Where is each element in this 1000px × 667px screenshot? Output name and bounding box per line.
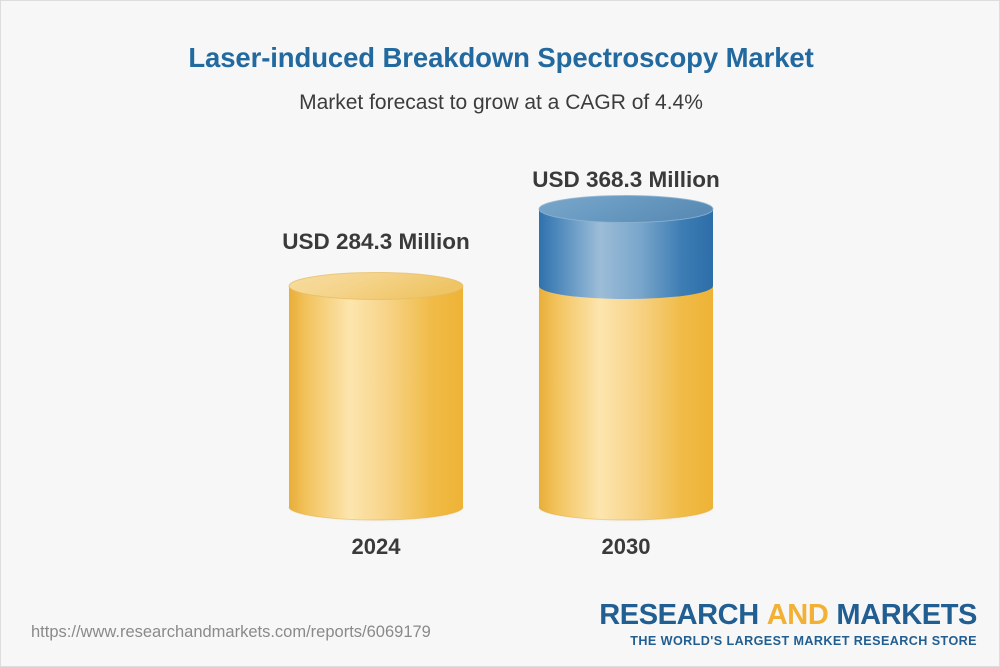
bar-segment-growth-2030	[539, 209, 713, 299]
logo-wordmark: RESEARCH AND MARKETS	[599, 601, 977, 630]
logo-word-and: AND	[766, 599, 829, 631]
research-and-markets-logo[interactable]: RESEARCH AND MARKETS THE WORLD'S LARGEST M…	[599, 601, 977, 649]
value-label-2024: USD 284.3 Million	[282, 229, 470, 254]
bar-segment-base-2030	[539, 286, 713, 520]
bar-top-rim-2024	[288, 272, 464, 300]
bar-top-ellipse-2024	[289, 272, 463, 300]
bar-body-2024	[289, 286, 463, 520]
bar-top-rim-2030	[538, 195, 714, 223]
value-label-2030: USD 368.3 Million	[532, 167, 720, 192]
bar-2024[interactable]	[285, 269, 471, 525]
logo-tagline: THE WORLD'S LARGEST MARKET RESEARCH STOR…	[630, 634, 977, 648]
chart-subtitle: Market forecast to grow at a CAGR of 4.4…	[299, 91, 703, 114]
category-label-2030: 2030	[601, 534, 651, 559]
bar-2030[interactable]	[535, 195, 721, 525]
bar-bottom-rim-2024	[288, 506, 464, 521]
chart-title: Laser-induced Breakdown Spectroscopy Mar…	[188, 42, 814, 73]
logo-word-markets: MARKETS	[836, 599, 977, 631]
category-label-2024: 2024	[351, 534, 401, 559]
logo-word-research: RESEARCH	[599, 599, 759, 631]
bar-bottom-rim-2030	[538, 506, 714, 521]
bar-top-ellipse-2030	[539, 195, 713, 223]
source-url[interactable]: https://www.researchandmarkets.com/repor…	[31, 623, 431, 641]
